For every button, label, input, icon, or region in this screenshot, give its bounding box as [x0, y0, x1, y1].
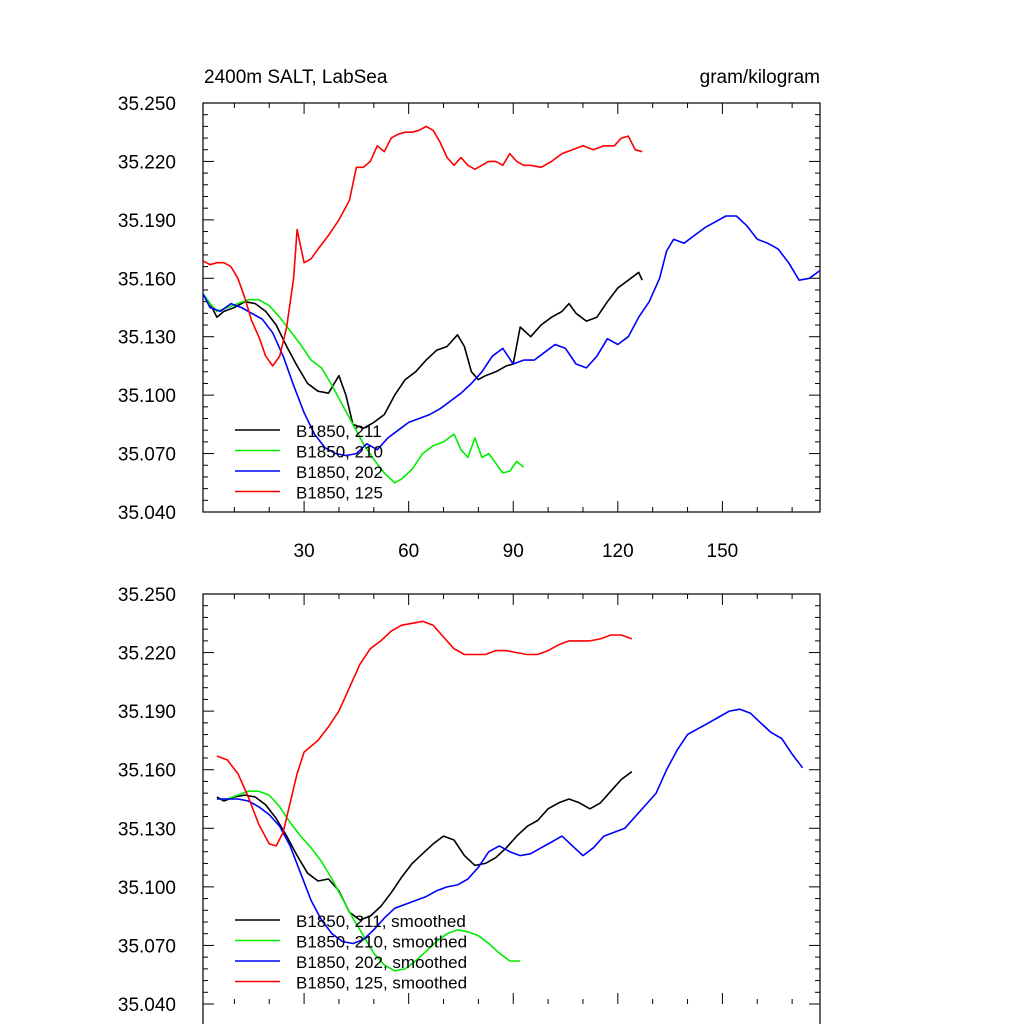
bottom-axis-labels: 35.040 35.070 35.100 35.130 35.160 35.190 35.2…	[118, 585, 176, 1016]
bottom-series-line-1	[216, 790, 521, 972]
bottom-ytick-label: 35.070	[118, 936, 176, 957]
top-ytick-label: 35.220	[118, 152, 176, 173]
bottom-legend-label: B1850, 125, smoothed	[296, 974, 467, 993]
bottom-ytick-label: 35.130	[118, 819, 176, 840]
top-panel-units: gram/kilogram	[700, 67, 820, 88]
bottom-ytick-label: 35.040	[118, 995, 176, 1016]
top-xtick-label: 120	[602, 541, 634, 562]
top-panel: 2400m SALT, LabSea gram/kilogram 35.0403…	[118, 67, 821, 562]
bottom-series-line-3	[216, 620, 633, 847]
top-xtick-label: 60	[398, 541, 419, 562]
top-legend-label: B1850, 211	[296, 422, 382, 441]
bottom-legend-label: B1850, 210, smoothed	[296, 933, 467, 952]
bottom-legend-label: B1850, 211, smoothed	[296, 912, 466, 931]
top-xtick-label: 90	[503, 541, 524, 562]
top-legend-label: B1850, 125	[296, 484, 383, 503]
top-ytick-label: 35.100	[118, 386, 176, 407]
top-plot-frame	[202, 102, 821, 513]
top-ytick-label: 35.130	[118, 328, 176, 349]
top-ytick-label: 35.190	[118, 211, 176, 232]
top-series-line-1	[202, 293, 525, 484]
top-ytick-label: 35.070	[118, 445, 176, 466]
top-series-line-2	[202, 215, 821, 457]
top-xtick-label: 150	[707, 541, 739, 562]
bottom-axis-ticks	[203, 593, 820, 1005]
bottom-series-group	[216, 620, 804, 972]
top-series-group	[202, 125, 821, 484]
top-axis-labels: 35.040 35.070 35.100 35.130 35.160 35.190 35.2…	[118, 94, 738, 562]
bottom-plot-frame	[202, 593, 821, 1029]
bottom-ytick-label: 35.250	[118, 585, 176, 606]
top-ytick-label: 35.250	[118, 94, 176, 115]
bottom-ytick-label: 35.160	[118, 761, 176, 782]
bottom-ytick-label: 35.220	[118, 644, 176, 665]
top-legend-label: B1850, 202	[296, 463, 383, 482]
bottom-legend-label: B1850, 202, smoothed	[296, 953, 467, 972]
bottom-series-line-2	[216, 708, 804, 945]
bottom-panel: 35.040 35.070 35.100 35.130 35.160 35.190 35.2…	[118, 585, 821, 1029]
top-legend-label: B1850, 210	[296, 443, 383, 462]
top-ytick-label: 35.160	[118, 269, 176, 290]
bottom-ytick-label: 35.190	[118, 702, 176, 723]
top-series-line-0	[202, 271, 643, 430]
bottom-legend: B1850, 211, smoothed B1850, 210, smoothed…	[235, 912, 467, 993]
top-axis-ticks	[203, 102, 820, 513]
top-series-line-3	[202, 125, 643, 367]
top-ytick-label: 35.040	[118, 503, 176, 524]
top-panel-title: 2400m SALT, LabSea	[204, 67, 388, 88]
top-xtick-label: 30	[294, 541, 315, 562]
bottom-ytick-label: 35.100	[118, 878, 176, 899]
